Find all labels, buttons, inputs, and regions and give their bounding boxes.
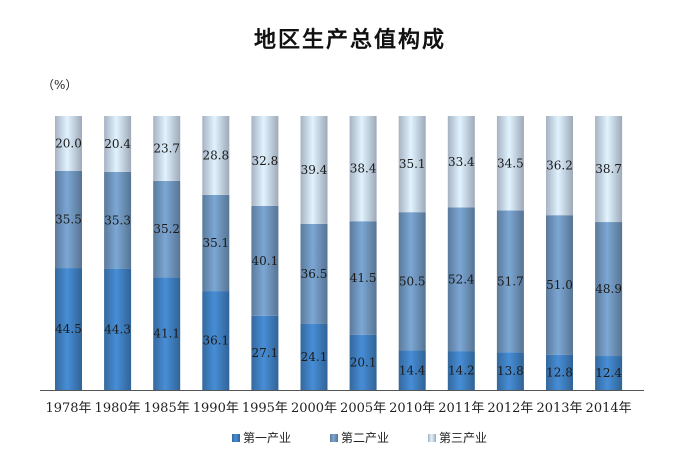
x-tick-label: 2012年 [487, 401, 533, 416]
x-tick-label: 2000年 [291, 401, 337, 416]
data-label: 38.7 [595, 162, 622, 176]
data-label: 50.5 [399, 274, 426, 288]
data-label: 13.8 [497, 364, 524, 378]
bar-segment [202, 194, 230, 292]
data-label: 35.1 [202, 236, 229, 250]
bar-segment [496, 352, 524, 390]
data-label: 36.1 [202, 334, 229, 348]
bar-segment [595, 222, 623, 357]
data-label: 34.5 [497, 156, 524, 170]
bar-segment [55, 116, 82, 171]
bar-segment [153, 116, 181, 181]
bar-segment [398, 212, 426, 351]
data-label: 36.5 [301, 267, 328, 281]
x-tick-label: 1980年 [95, 401, 141, 416]
data-label: 51.7 [497, 274, 524, 288]
bar-segment [300, 223, 328, 324]
data-label: 20.0 [55, 136, 82, 150]
data-label: 20.4 [104, 137, 131, 151]
bar-segment [595, 116, 623, 223]
data-label: 41.5 [350, 271, 377, 285]
bar-segment [55, 268, 82, 390]
data-label: 44.3 [104, 322, 131, 336]
data-label: 35.2 [153, 222, 180, 236]
bar-segment [104, 268, 132, 390]
bar-segment [398, 116, 426, 213]
bar-segment [546, 354, 573, 390]
legend-swatch [232, 434, 240, 442]
data-label: 38.4 [350, 162, 377, 176]
data-label: 14.4 [399, 363, 426, 377]
x-tick-label: 2011年 [438, 401, 484, 416]
data-label: 32.8 [252, 154, 279, 168]
bar-segment [447, 351, 475, 390]
bar-segment [595, 356, 623, 390]
x-tick-label: 1995年 [242, 401, 288, 416]
data-label: 48.9 [595, 282, 622, 296]
x-tick-label: 2014年 [586, 401, 632, 416]
bar-segment [496, 116, 524, 211]
x-tick-label: 2005年 [340, 401, 386, 416]
bar-segment [202, 291, 230, 390]
bar-segment [546, 116, 573, 216]
bar-segment [496, 210, 524, 353]
data-label: 40.1 [252, 254, 279, 268]
data-label: 14.2 [448, 364, 475, 378]
unit-label: （%） [42, 78, 78, 92]
data-label: 35.5 [55, 212, 82, 226]
data-label: 28.8 [202, 148, 229, 162]
bar-segment [153, 180, 181, 278]
legend-swatch [330, 434, 338, 442]
data-label: 12.4 [595, 366, 622, 380]
bar-segment [349, 221, 377, 335]
data-label: 35.3 [104, 213, 131, 227]
bar-segment [104, 171, 132, 269]
bar-segment [251, 116, 279, 206]
bar-segment [546, 215, 573, 355]
bar-segment [398, 350, 426, 390]
data-label: 36.2 [546, 159, 573, 173]
data-label: 12.8 [546, 365, 573, 379]
bar-segment [55, 170, 82, 269]
data-label: 41.1 [153, 327, 180, 341]
chart-title: 地区生产总值构成 [253, 28, 446, 53]
bar-segment [202, 116, 230, 195]
legend-label: 第二产业 [341, 431, 389, 445]
data-label: 23.7 [153, 141, 180, 155]
bar-segment [349, 334, 377, 390]
data-label: 52.4 [448, 272, 475, 286]
bar-segment [447, 116, 475, 208]
data-label: 33.4 [448, 155, 475, 169]
x-tick-label: 2010年 [389, 401, 435, 416]
legend-label: 第一产业 [243, 431, 291, 445]
bar-segment [104, 116, 132, 172]
data-label: 24.1 [301, 350, 328, 364]
x-tick-label: 1990年 [193, 401, 239, 416]
bar-segment [300, 323, 328, 390]
bar-segment [153, 277, 181, 390]
legend-swatch [428, 434, 436, 442]
data-label: 35.1 [399, 157, 426, 171]
bar-segment [447, 207, 475, 352]
x-tick-label: 2013年 [536, 401, 582, 416]
data-label: 51.0 [546, 278, 573, 292]
data-label: 27.1 [252, 346, 279, 360]
data-label: 20.1 [350, 355, 377, 369]
data-label: 44.5 [55, 322, 82, 336]
bar-segment [251, 315, 279, 390]
x-tick-label: 1985年 [144, 401, 190, 416]
x-tick-label: 1978年 [45, 401, 91, 416]
bar-segment [251, 205, 279, 316]
bar-segment [349, 116, 377, 222]
data-label: 39.4 [301, 163, 328, 177]
legend-label: 第三产业 [439, 431, 487, 445]
bar-segment [300, 116, 328, 224]
